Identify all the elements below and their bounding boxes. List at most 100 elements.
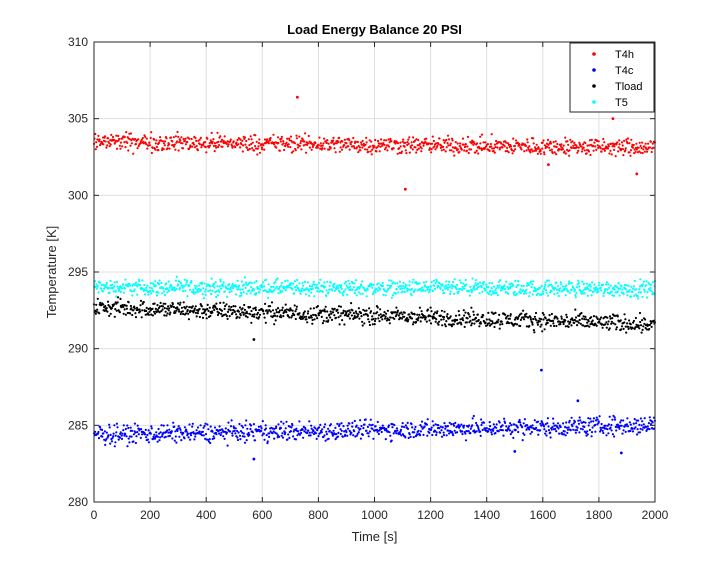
data-point [447, 144, 450, 147]
data-point [96, 432, 100, 435]
data-point [371, 423, 374, 426]
data-point [448, 280, 451, 283]
data-point [337, 140, 340, 144]
data-point [108, 145, 111, 148]
data-point [559, 281, 562, 284]
data-point [281, 306, 284, 309]
data-point [133, 422, 136, 425]
data-point [301, 281, 304, 284]
data-point [114, 308, 117, 311]
data-point [394, 292, 398, 295]
data-point [279, 291, 282, 294]
data-point [410, 317, 414, 320]
data-point [359, 437, 362, 440]
data-point [624, 149, 627, 152]
data-point [543, 425, 546, 428]
data-point [564, 136, 567, 139]
data-point [262, 432, 265, 435]
data-point [142, 301, 145, 304]
data-point [177, 149, 180, 152]
data-point [345, 311, 348, 314]
data-point [485, 318, 488, 321]
data-point [205, 285, 208, 288]
data-point [640, 424, 643, 427]
data-point [609, 317, 612, 320]
data-point [158, 439, 161, 442]
data-point [176, 427, 179, 430]
data-point [399, 145, 402, 148]
data-point [271, 432, 274, 435]
data-point [197, 290, 200, 293]
data-point [321, 290, 324, 293]
data-point [562, 422, 565, 425]
data-point [503, 284, 506, 287]
data-point [298, 433, 302, 436]
data-point [498, 421, 501, 424]
data-point [551, 285, 554, 288]
data-point [193, 292, 196, 295]
data-point [381, 318, 384, 321]
data-point [231, 282, 234, 285]
data-point [333, 289, 337, 292]
data-point [357, 151, 360, 154]
data-point [145, 309, 148, 313]
data-point [245, 439, 248, 442]
data-point [446, 134, 450, 137]
data-point [104, 135, 107, 138]
data-point [589, 417, 592, 420]
data-point [134, 137, 137, 141]
data-point [311, 145, 314, 149]
data-point [599, 147, 602, 150]
data-point [358, 317, 361, 320]
data-point [501, 424, 504, 427]
data-point [293, 304, 296, 307]
data-point [265, 278, 268, 281]
data-point [613, 288, 616, 291]
data-point [428, 291, 431, 294]
data-point [330, 318, 334, 321]
data-point [634, 150, 637, 153]
data-point [615, 429, 618, 432]
data-point [156, 440, 159, 443]
data-point [588, 283, 592, 286]
data-point [414, 288, 417, 291]
data-point [605, 321, 608, 324]
data-point [151, 146, 154, 149]
data-point [542, 139, 545, 142]
data-point [608, 327, 611, 330]
data-point [397, 314, 400, 317]
data-point [529, 432, 532, 435]
data-point [422, 289, 425, 292]
data-point [526, 141, 529, 144]
data-point [639, 320, 642, 324]
data-point [555, 324, 558, 328]
data-point [543, 428, 546, 431]
data-point [413, 428, 416, 431]
data-point [339, 286, 342, 289]
data-point [439, 287, 442, 290]
data-point [369, 310, 373, 313]
data-point [317, 435, 320, 438]
data-point [149, 282, 152, 285]
data-point [375, 288, 378, 291]
data-point [642, 148, 645, 151]
data-point [116, 285, 119, 288]
data-point [223, 290, 226, 293]
data-point [244, 143, 247, 146]
data-point [185, 428, 188, 431]
data-point [106, 137, 110, 140]
data-point [218, 432, 221, 435]
data-point [196, 149, 199, 152]
data-point [471, 289, 474, 292]
data-point [182, 290, 185, 293]
data-point [137, 433, 140, 436]
data-point [311, 431, 314, 434]
data-point [639, 324, 643, 327]
data-point [626, 294, 629, 297]
data-point [311, 287, 314, 290]
data-point [305, 318, 308, 321]
data-point [596, 418, 599, 421]
data-point [420, 425, 423, 428]
data-point [177, 308, 180, 311]
data-point [111, 283, 114, 286]
